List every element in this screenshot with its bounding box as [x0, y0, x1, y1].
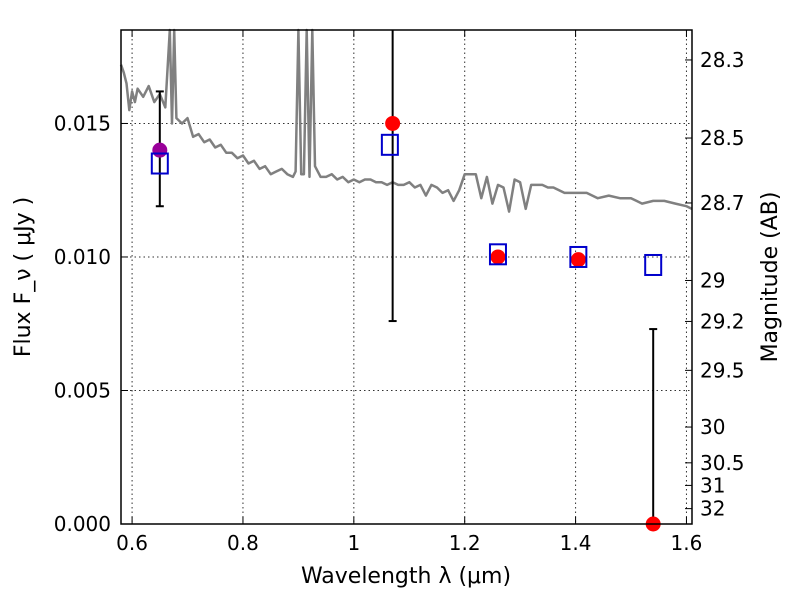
x-axis-title: Wavelength λ (μm) [301, 564, 511, 589]
mag-tick-label: 28.5 [700, 126, 745, 150]
mag-tick-label: 32 [700, 497, 725, 521]
model-spectrum-line [119, 28, 693, 213]
grid [121, 30, 692, 525]
data-point-square [150, 152, 169, 175]
y-tick-label: 0.005 [54, 378, 111, 402]
x-tick-label: 0.6 [116, 531, 148, 555]
error-bars [155, 30, 658, 524]
x-tick-label: 0.8 [227, 531, 259, 555]
mag-tick-label: 30 [700, 415, 725, 439]
y-tick-label: 0.000 [54, 512, 111, 536]
y-axis-title: Flux F_ν ( μJy ) [11, 197, 36, 357]
x-tick-label: 1.6 [671, 531, 703, 555]
mag-tick-label: 29 [700, 268, 725, 292]
data-point-square [569, 245, 588, 268]
data-point-circle [570, 252, 586, 268]
mag-tick-label: 31 [700, 473, 725, 497]
data-point-square [380, 133, 399, 156]
mag-tick-label: 29.5 [700, 358, 745, 382]
model-spectrum [119, 28, 693, 213]
mag-tick-label: 28.7 [700, 191, 745, 215]
data-point-circle [490, 249, 506, 265]
mag-tick-label: 30.5 [700, 451, 745, 475]
data-point-circle [385, 115, 401, 131]
plot-frame [120, 29, 693, 525]
x-axis-ticks: 0.6 0.8 1 1.2 1.4 1.6 [116, 30, 702, 555]
x-tick-label: 1.2 [449, 531, 481, 555]
data-point-circle [152, 142, 168, 158]
y-axis-ticks: 0.000 0.005 0.010 0.015 [54, 111, 128, 536]
x-tick-label: 1.4 [560, 531, 592, 555]
mag-tick-label: 28.3 [700, 48, 745, 72]
data-point-square [488, 243, 507, 266]
x-tick-label: 1 [347, 531, 360, 555]
mag-tick-label: 29.2 [700, 309, 745, 333]
data-markers [150, 115, 663, 532]
y-tick-label: 0.015 [54, 111, 111, 135]
data-point-square [644, 253, 663, 276]
y-tick-label: 0.010 [54, 245, 111, 269]
right-axis-title: Magnitude (AB) [758, 192, 783, 363]
